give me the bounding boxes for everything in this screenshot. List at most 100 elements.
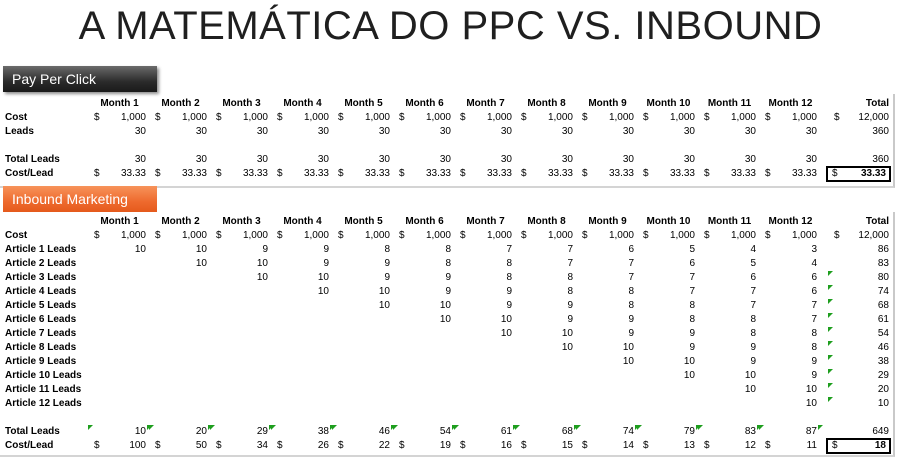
value-cell [161, 369, 207, 383]
value-cell [283, 299, 329, 313]
currency-symbol: $ [582, 168, 588, 179]
value-cell: 9 [323, 244, 329, 255]
ppc-section-header: Pay Per Click [3, 66, 157, 92]
value-cell: 1,000 [303, 112, 329, 123]
cell-comment-marker [828, 285, 833, 290]
table-row: Article 11 Leads 10 10 20 [0, 383, 893, 397]
value-cell [344, 313, 390, 327]
table-row: Article 2 Leads 10 10 9 9 8 8 7 7 6 5 4 83 [0, 257, 893, 271]
value-cell [222, 313, 268, 327]
value-cell: 1,000 [181, 112, 207, 123]
currency-symbol: $ [460, 112, 466, 123]
total-cell: 38 [877, 356, 889, 367]
cell-comment-marker [332, 425, 337, 430]
column-header-month: Month 7 [466, 98, 505, 109]
value-cell: 1,000 [608, 230, 634, 241]
value-cell [283, 411, 329, 425]
value-cell [283, 313, 329, 327]
value-cell: 9 [750, 342, 756, 353]
value-cell [222, 397, 268, 411]
value-cell [710, 397, 756, 411]
table-row: Article 4 Leads 10 10 9 9 8 8 7 7 6 74 [0, 285, 893, 299]
value-cell [588, 139, 634, 153]
column-header-month: Month 6 [405, 216, 444, 227]
currency-symbol: $ [643, 112, 649, 123]
value-cell: 34 [256, 440, 268, 451]
total-cell: 54 [877, 328, 889, 339]
cell-comment-marker [828, 271, 833, 276]
inbound-header-row: Month 1 Month 2 Month 3 Month 4 Month 5 Month… [0, 215, 893, 229]
currency-symbol: $ [460, 168, 466, 179]
column-header-month: Month 10 [646, 216, 691, 227]
value-cell [161, 313, 207, 327]
value-cell: 7 [689, 272, 695, 283]
cell-comment-marker [828, 299, 833, 304]
highlight-box [826, 166, 891, 182]
value-cell: 9 [445, 286, 451, 297]
value-cell: 9 [262, 244, 268, 255]
value-cell [344, 369, 390, 383]
value-cell: 30 [683, 126, 695, 137]
currency-symbol: $ [704, 168, 710, 179]
currency-symbol: $ [832, 168, 838, 179]
row-label: Cost/Lead [5, 440, 54, 451]
currency-symbol: $ [277, 230, 283, 241]
value-cell: 10 [683, 370, 695, 381]
value-cell [466, 411, 512, 425]
column-header-month: Month 11 [707, 216, 752, 227]
value-cell: 8 [811, 328, 817, 339]
currency-symbol: $ [582, 112, 588, 123]
value-cell: 9 [811, 356, 817, 367]
currency-symbol: $ [399, 440, 405, 451]
value-cell: 30 [378, 154, 390, 165]
value-cell: 33.33 [364, 168, 390, 179]
value-cell: 30 [317, 126, 329, 137]
value-cell [527, 369, 573, 383]
value-cell [161, 383, 207, 397]
value-cell: 9 [384, 272, 390, 283]
value-cell: 7 [628, 258, 634, 269]
table-row: Cost $1,000 $1,000 $1,000 $1,000 $1,000 $1,000… [0, 111, 893, 125]
value-cell [649, 397, 695, 411]
value-cell: 7 [506, 244, 512, 255]
value-cell [771, 139, 817, 153]
value-cell [710, 139, 756, 153]
value-cell: 6 [689, 258, 695, 269]
value-cell: 10 [317, 286, 329, 297]
value-cell: 30 [134, 126, 146, 137]
value-cell: 3 [811, 244, 817, 255]
value-cell: 30 [683, 154, 695, 165]
value-cell: 30 [134, 154, 146, 165]
value-cell: 1,000 [303, 230, 329, 241]
value-cell: 8 [506, 272, 512, 283]
value-cell [405, 369, 451, 383]
total-cell [839, 139, 889, 153]
total-cell: 74 [877, 286, 889, 297]
value-cell: 22 [378, 440, 390, 451]
value-cell [100, 271, 146, 285]
value-cell: 10 [500, 328, 512, 339]
value-cell: 30 [744, 126, 756, 137]
currency-symbol: $ [765, 230, 771, 241]
cell-comment-marker [393, 425, 398, 430]
column-header-month: Month 7 [466, 216, 505, 227]
highlight-box [826, 438, 891, 454]
currency-symbol: $ [94, 168, 100, 179]
value-cell: 30 [378, 126, 390, 137]
value-cell: 30 [500, 126, 512, 137]
value-cell: 10 [805, 398, 817, 409]
currency-symbol: $ [277, 112, 283, 123]
ppc-header-row: Month 1 Month 2 Month 3 Month 4 Month 5 Month… [0, 97, 893, 111]
table-row: Article 10 Leads 10 10 9 29 [0, 369, 893, 383]
row-label: Cost/Lead [5, 168, 54, 179]
value-cell [710, 411, 756, 425]
value-cell [649, 383, 695, 397]
row-label: Article 10 Leads [5, 370, 82, 381]
currency-symbol: $ [277, 440, 283, 451]
value-cell: 33.33 [181, 168, 207, 179]
table-row: Article 1 Leads 10 10 9 9 8 8 7 7 6 5 4 3 86 [0, 243, 893, 257]
value-cell [161, 397, 207, 411]
value-cell: 1,000 [120, 230, 146, 241]
currency-symbol: $ [155, 112, 161, 123]
column-header-month: Month 1 [100, 216, 139, 227]
